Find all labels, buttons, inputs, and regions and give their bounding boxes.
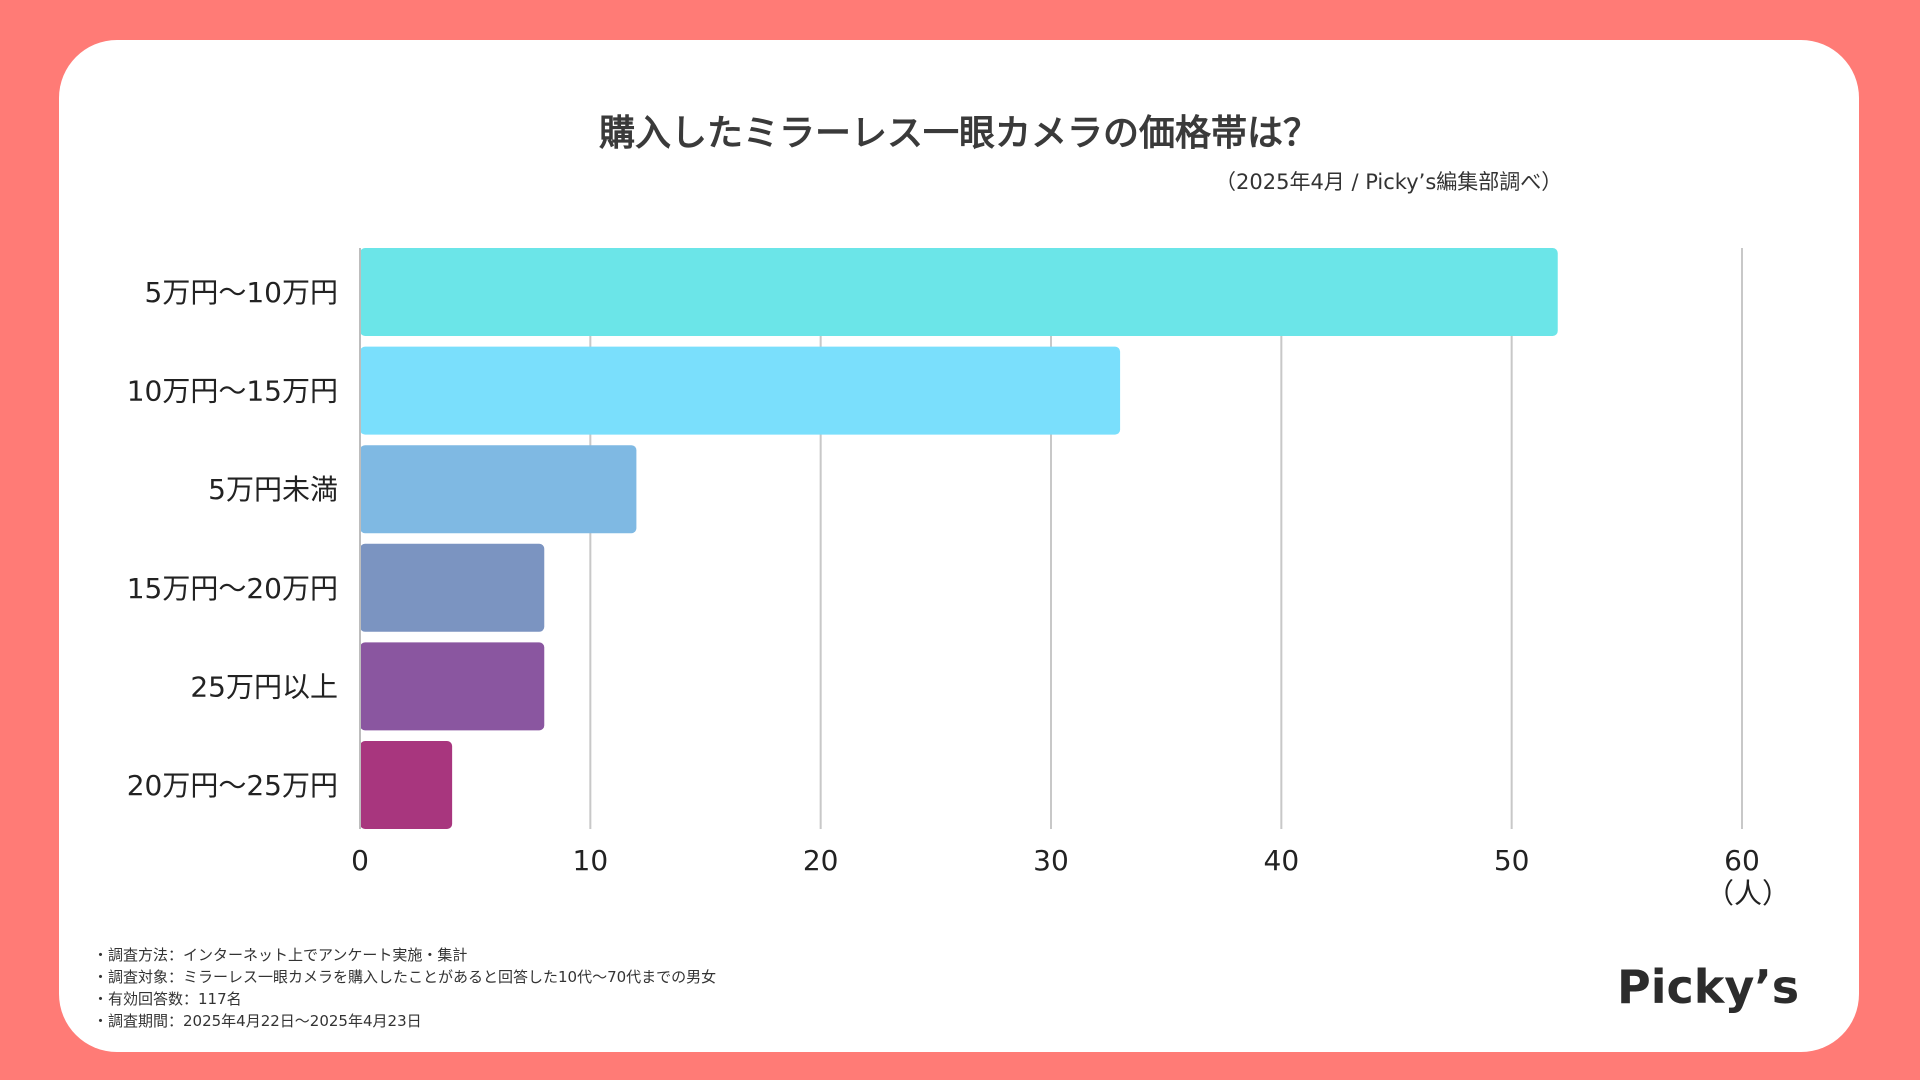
x-tick-label-50: 50 — [1494, 844, 1530, 877]
x-tick-label-40: 40 — [1264, 844, 1300, 877]
x-tick-label-0: 0 — [351, 844, 369, 877]
category-label-3: 5万円未満 — [208, 473, 338, 506]
chart-card: 購入したミラーレス一眼カメラの価格帯は？ （2025年4月 / Picky’s編… — [59, 40, 1859, 1052]
x-axis-unit: （人） — [1706, 877, 1790, 910]
note-method: ・調査方法：インターネット上でアンケート実施・集計 — [93, 946, 468, 964]
brand-logo: Picky’s — [1617, 960, 1800, 1014]
bar-3 — [360, 445, 637, 534]
note-responses: ・有効回答数：117名 — [93, 990, 242, 1008]
bar-4 — [360, 543, 545, 632]
category-label-2: 10万円〜15万円 — [127, 375, 338, 408]
bar-chart: 0 10 20 30 40 50 60（人） 5万円〜10万円 10万円〜15万円 5万円未満 15… — [127, 248, 1790, 910]
x-tick-label-10: 10 — [573, 844, 609, 877]
x-tick-label-20: 20 — [803, 844, 839, 877]
note-period: ・調査期間：2025年4月22日〜2025年4月23日 — [93, 1012, 422, 1030]
category-label-5: 25万円以上 — [190, 670, 338, 703]
x-tick-label-30: 30 — [1033, 844, 1069, 877]
category-label-1: 5万円〜10万円 — [145, 276, 338, 309]
note-target: ・調査対象：ミラーレス一眼カメラを購入したことがあると回答した10代〜70代まで… — [93, 968, 717, 986]
chart-subtitle: （2025年4月 / Picky’s編集部調べ） — [1215, 170, 1563, 194]
category-label-4: 15万円〜20万円 — [127, 572, 338, 605]
chart-title: 購入したミラーレス一眼カメラの価格帯は？ — [598, 113, 1319, 154]
category-label-6: 20万円〜25万円 — [127, 769, 338, 802]
bar-6 — [360, 741, 453, 829]
survey-notes: ・調査方法：インターネット上でアンケート実施・集計 ・調査対象：ミラーレス一眼カ… — [93, 944, 716, 1032]
bar-2 — [360, 346, 1121, 435]
bar-5 — [360, 642, 545, 731]
bar-1 — [360, 248, 1558, 336]
x-tick-label-60: 60 — [1724, 844, 1760, 877]
